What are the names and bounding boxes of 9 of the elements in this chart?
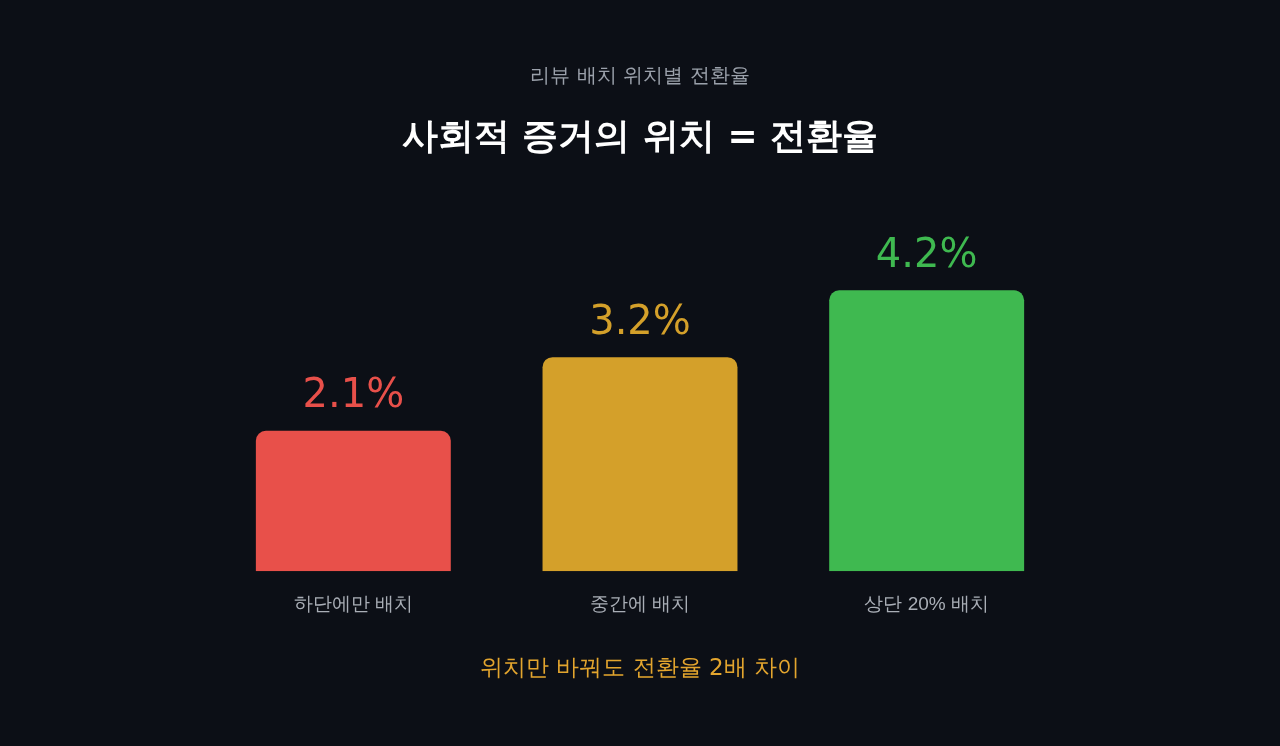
- data-label: 4.2%: [875, 229, 978, 276]
- chart-title: 사회적 증거의 위치 = 전환율: [400, 114, 880, 158]
- x-tick-label: 하단에만 배치: [293, 592, 413, 614]
- chart-subtitle: 리뷰 배치 위치별 전환율: [529, 62, 751, 89]
- x-tick-label: 중간에 배치: [589, 592, 691, 614]
- data-label: 2.1%: [302, 370, 405, 417]
- data-label: 3.2%: [589, 296, 691, 343]
- text: 위치만 바꿔도 전환율 2배 차이: [479, 653, 801, 682]
- x-tick-label: 상단 20% 배치: [864, 592, 989, 614]
